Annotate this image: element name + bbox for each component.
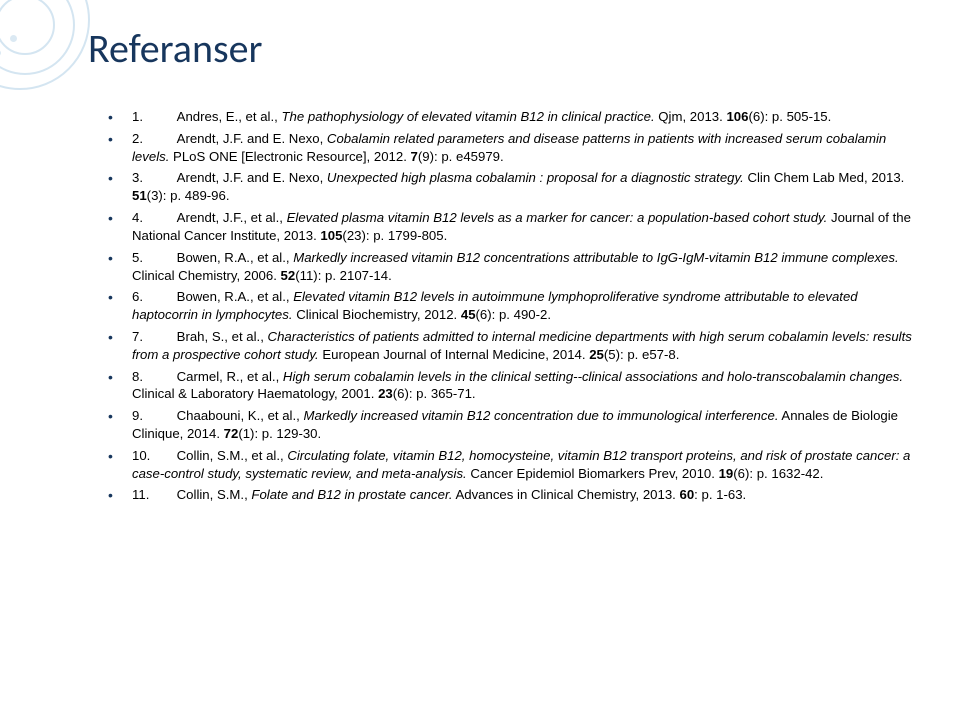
reference-title: Markedly increased vitamin B12 concentra…	[303, 408, 778, 423]
reference-volume: 7	[411, 149, 418, 164]
reference-pages: (11): p. 2107-14.	[295, 268, 392, 283]
reference-volume: 60	[680, 487, 695, 502]
reference-title: Folate and B12 in prostate cancer.	[251, 487, 452, 502]
reference-title: High serum cobalamin levels in the clini…	[283, 369, 903, 384]
reference-item: 10. Collin, S.M., et al., Circulating fo…	[108, 447, 920, 483]
reference-list: 1. Andres, E., et al., The pathophysiolo…	[108, 108, 920, 504]
reference-number: 7.	[132, 328, 162, 346]
reference-journal: Clinical Chemistry, 2006.	[132, 268, 281, 283]
reference-pages: (3): p. 489-96.	[147, 188, 230, 203]
reference-title: Unexpected high plasma cobalamin : propo…	[327, 170, 744, 185]
reference-number: 3.	[132, 169, 162, 187]
reference-journal: Clin Chem Lab Med, 2013.	[744, 170, 905, 185]
reference-volume: 105	[320, 228, 342, 243]
reference-item: 11. Collin, S.M., Folate and B12 in pros…	[108, 486, 920, 504]
reference-item: 6. Bowen, R.A., et al., Elevated vitamin…	[108, 288, 920, 324]
reference-number: 1.	[132, 108, 162, 126]
reference-journal: Clinical Biochemistry, 2012.	[293, 307, 461, 322]
reference-authors: Brah, S., et al.,	[177, 329, 268, 344]
reference-volume: 45	[461, 307, 476, 322]
reference-item: 4. Arendt, J.F., et al., Elevated plasma…	[108, 209, 920, 245]
reference-item: 1. Andres, E., et al., The pathophysiolo…	[108, 108, 920, 126]
reference-journal: Clinical & Laboratory Haematology, 2001.	[132, 386, 378, 401]
reference-number: 8.	[132, 368, 162, 386]
reference-item: 9. Chaabouni, K., et al., Markedly incre…	[108, 407, 920, 443]
page-title: Referanser	[88, 24, 262, 73]
reference-authors: Bowen, R.A., et al.,	[177, 289, 294, 304]
reference-number: 9.	[132, 407, 162, 425]
reference-pages: (1): p. 129-30.	[238, 426, 321, 441]
reference-title: Markedly increased vitamin B12 concentra…	[293, 250, 898, 265]
reference-journal: PLoS ONE [Electronic Resource], 2012.	[169, 149, 410, 164]
reference-number: 4.	[132, 209, 162, 227]
reference-number: 11.	[132, 486, 162, 504]
reference-journal: Advances in Clinical Chemistry, 2013.	[453, 487, 680, 502]
reference-authors: Arendt, J.F. and E. Nexo,	[177, 170, 327, 185]
reference-pages: : p. 1-63.	[694, 487, 746, 502]
reference-item: 2. Arendt, J.F. and E. Nexo, Cobalamin r…	[108, 130, 920, 166]
reference-authors: Arendt, J.F., et al.,	[177, 210, 287, 225]
reference-volume: 72	[224, 426, 239, 441]
reference-item: 7. Brah, S., et al., Characteristics of …	[108, 328, 920, 364]
reference-journal: European Journal of Internal Medicine, 2…	[319, 347, 590, 362]
reference-volume: 51	[132, 188, 147, 203]
reference-item: 3. Arendt, J.F. and E. Nexo, Unexpected …	[108, 169, 920, 205]
reference-authors: Andres, E., et al.,	[177, 109, 282, 124]
reference-authors: Chaabouni, K., et al.,	[177, 408, 304, 423]
reference-authors: Collin, S.M., et al.,	[177, 448, 288, 463]
references-content: 1. Andres, E., et al., The pathophysiolo…	[108, 108, 920, 508]
reference-volume: 106	[726, 109, 748, 124]
reference-volume: 25	[589, 347, 604, 362]
reference-authors: Carmel, R., et al.,	[177, 369, 283, 384]
reference-pages: (23): p. 1799-805.	[342, 228, 447, 243]
reference-pages: (9): p. e45979.	[418, 149, 504, 164]
reference-volume: 23	[378, 386, 393, 401]
reference-authors: Arendt, J.F. and E. Nexo,	[177, 131, 327, 146]
reference-title: The pathophysiology of elevated vitamin …	[281, 109, 654, 124]
reference-number: 6.	[132, 288, 162, 306]
reference-number: 5.	[132, 249, 162, 267]
reference-item: 8. Carmel, R., et al., High serum cobala…	[108, 368, 920, 404]
reference-authors: Collin, S.M.,	[177, 487, 252, 502]
reference-journal: Cancer Epidemiol Biomarkers Prev, 2010.	[467, 466, 719, 481]
reference-item: 5. Bowen, R.A., et al., Markedly increas…	[108, 249, 920, 285]
reference-title: Elevated plasma vitamin B12 levels as a …	[287, 210, 828, 225]
reference-pages: (6): p. 1632-42.	[733, 466, 823, 481]
reference-journal: Qjm, 2013.	[655, 109, 727, 124]
reference-volume: 52	[281, 268, 296, 283]
reference-number: 2.	[132, 130, 162, 148]
reference-pages: (5): p. e57-8.	[604, 347, 680, 362]
reference-volume: 19	[719, 466, 734, 481]
reference-number: 10.	[132, 447, 162, 465]
reference-authors: Bowen, R.A., et al.,	[177, 250, 294, 265]
reference-pages: (6): p. 365-71.	[393, 386, 476, 401]
reference-pages: (6): p. 505-15.	[748, 109, 831, 124]
reference-pages: (6): p. 490-2.	[476, 307, 552, 322]
